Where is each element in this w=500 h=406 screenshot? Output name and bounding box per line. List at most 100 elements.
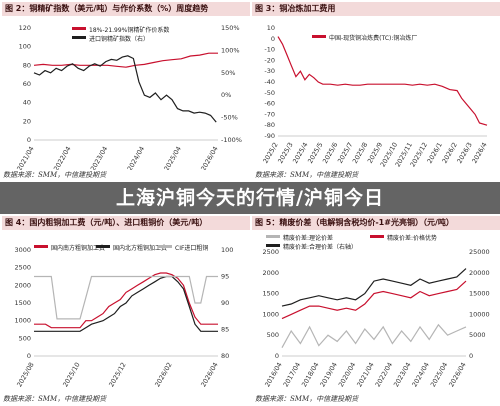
- y-tick-label: 80: [23, 61, 31, 69]
- y-right-tick-label: 150%: [221, 24, 240, 32]
- chart-scrap-spread: 2500200015001000500025000200001500010000…: [262, 234, 490, 388]
- y-tick-label: -60: [264, 100, 275, 108]
- x-tick-label: 2025/08: [15, 361, 35, 388]
- legend-swatch: [266, 235, 280, 238]
- y-right-tick-label: 90: [221, 299, 229, 307]
- series-line: [33, 52, 218, 68]
- y-tick-label: 0: [27, 352, 31, 360]
- series-line: [281, 280, 467, 320]
- y-right-tick-label: 0%: [221, 91, 231, 99]
- legend-label: 精废价差:价格优势: [387, 234, 437, 242]
- series-line: [34, 272, 218, 329]
- legend-label: CIF进口粗铜: [175, 244, 208, 252]
- x-tick-label: 2026/04: [447, 361, 467, 388]
- source-note: 数据来源：SMM，中信建投期货: [255, 395, 359, 403]
- series-line: [281, 268, 467, 307]
- series-line: [34, 275, 218, 320]
- y-right-tick-label: 20000: [469, 269, 490, 277]
- y-right-tick-label: 85: [221, 326, 229, 334]
- legend-swatch: [312, 35, 326, 38]
- y-tick-label: 2000: [14, 281, 31, 289]
- legend-label: 国内南方粗铜加工费: [51, 244, 105, 252]
- y-tick-label: -50: [264, 89, 275, 97]
- y-tick-label: 1000: [262, 310, 279, 318]
- x-tick-label: 2021/04: [15, 145, 35, 170]
- series-line: [277, 36, 488, 126]
- y-right-tick-label: 100%: [221, 46, 240, 54]
- legend-swatch: [72, 36, 86, 39]
- legend-swatch: [72, 27, 86, 30]
- y-right-tick-label: -100%: [221, 136, 242, 144]
- x-tick-label: 2026/4: [470, 141, 488, 165]
- x-tick-label: 2026/04: [199, 145, 219, 170]
- y-tick-label: 1500: [14, 299, 31, 307]
- y-right-tick-label: 15000: [469, 290, 490, 298]
- y-tick-label: 0: [271, 35, 275, 43]
- source-note: 数据来源：SMM，中信建投期货: [3, 171, 107, 179]
- panel-title: 图 3：铜冶炼加工费用: [252, 2, 500, 16]
- y-right-tick-label: 80: [221, 352, 229, 360]
- series-line: [33, 55, 217, 123]
- y-tick-label: 120: [19, 24, 31, 32]
- x-tick-label: 2026/04: [199, 361, 219, 388]
- y-tick-label: 500: [19, 334, 31, 342]
- y-right-tick-label: 50%: [221, 69, 235, 77]
- y-tick-label: 60: [23, 80, 31, 88]
- y-tick-label: 20: [23, 117, 31, 125]
- y-tick-label: 40: [23, 99, 31, 107]
- y-tick-label: 2500: [14, 264, 31, 272]
- chart-tc-fee: 100-10-20-30-40-50-60-70-80-902025/22025…: [261, 24, 488, 168]
- series-line: [281, 323, 467, 348]
- legend-swatch: [96, 245, 110, 248]
- x-tick-label: 2025/12: [107, 361, 127, 388]
- source-note: 数据来源：SMM，中信建投期货: [255, 171, 359, 179]
- y-right-tick-label: 100: [221, 246, 233, 254]
- x-tick-label: 2023/04: [89, 145, 109, 170]
- y-tick-label: 1000: [14, 317, 31, 325]
- legend-swatch: [34, 245, 48, 248]
- overlay-title: 上海沪铜今天的行情/沪铜今日: [116, 187, 384, 209]
- legend-label: 进口铜精矿指数（右）: [89, 35, 149, 43]
- y-right-tick-label: -50%: [221, 114, 238, 122]
- legend-label: 中国-现货铜冶炼费(TC):铜冶炼厂: [329, 34, 417, 42]
- overlay-banner: [0, 182, 500, 214]
- y-right-tick-label: 95: [221, 273, 229, 281]
- legend-swatch: [370, 235, 384, 238]
- panel-title: 图 2：铜精矿指数（美元/吨）与作价系数（%）周度趋势: [2, 2, 250, 16]
- x-tick-label: 2025/04: [162, 145, 182, 170]
- y-tick-label: 0: [27, 136, 31, 144]
- y-right-tick-label: 25000: [469, 248, 490, 256]
- legend-label: 18%-21.99%铜精矿作价系数: [89, 26, 169, 34]
- x-tick-label: 2025/10: [61, 361, 81, 388]
- x-tick-label: 2024/04: [126, 145, 146, 170]
- panel-title: 图 4：国内粗铜加工费（元/吨）、进口粗铜价（美元/吨）: [2, 216, 250, 230]
- y-tick-label: 0: [275, 352, 279, 360]
- y-tick-label: -30: [264, 67, 275, 75]
- legend-label: 精废价差:合理价差（右轴）: [283, 243, 357, 251]
- y-tick-label: -40: [264, 78, 275, 86]
- y-right-tick-label: 5000: [469, 331, 486, 339]
- y-tick-label: 100: [19, 43, 31, 51]
- y-tick-label: -70: [264, 110, 275, 118]
- y-tick-label: 1500: [262, 290, 279, 298]
- y-tick-label: 3000: [14, 246, 31, 254]
- y-tick-label: -80: [264, 121, 275, 129]
- y-tick-label: 2500: [262, 248, 279, 256]
- y-right-tick-label: 0: [469, 352, 473, 360]
- y-tick-label: 10: [267, 24, 275, 32]
- y-tick-label: -20: [264, 56, 275, 64]
- chart-blister-fee: 3000 2500 2000 1500 1000 500 0 100 95 90 85 80 2025/…: [14, 244, 233, 388]
- y-tick-label: -90: [264, 132, 275, 140]
- y-tick-label: 500: [267, 331, 279, 339]
- x-tick-label: 2026/02: [153, 361, 173, 388]
- y-tick-label: -10: [264, 46, 275, 54]
- panel-title: 图 5：精废价差（电解铜含税均价-1#光亮铜）（元/吨）: [252, 216, 500, 230]
- source-note: 数据来源：SMM，中信建投期货: [3, 395, 107, 403]
- series-line: [34, 275, 218, 332]
- legend-swatch: [266, 244, 280, 247]
- y-right-tick-label: 10000: [469, 310, 490, 318]
- legend-label: 国内北方粗铜加工费: [113, 244, 167, 252]
- legend-label: 精废价差:理论价差: [283, 234, 333, 242]
- legend-swatch: [158, 245, 172, 248]
